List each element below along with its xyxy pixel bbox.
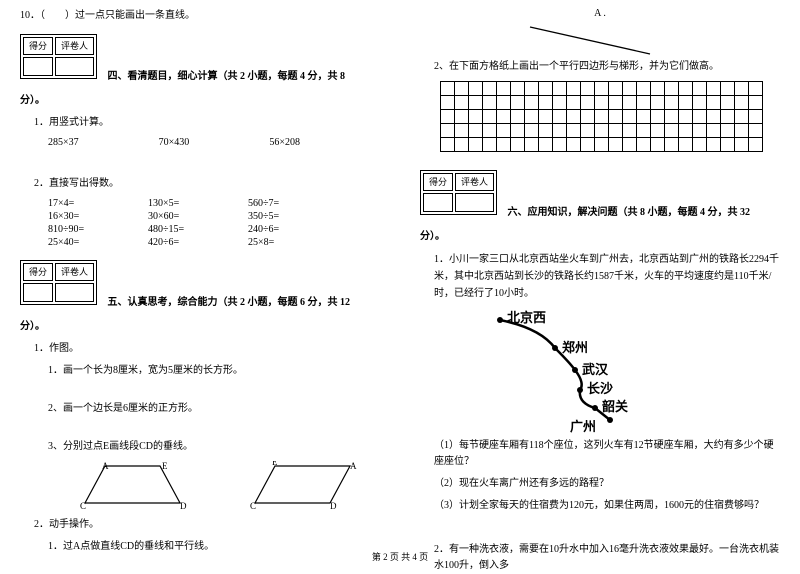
reviewer-blank-6 [455,193,494,211]
reviewer-blank-5 [55,283,94,301]
sec4-fen: 分）。 [20,93,380,109]
calc-0b: 130×5= [148,198,248,209]
calc-2a: 810÷90= [48,224,148,235]
q4-2: 2．直接写出得数。 [34,176,380,192]
calc-1c: 350÷5= [248,211,348,222]
vert-b: 70×430 [159,137,270,148]
score-label-5: 得分 [23,263,53,281]
page-footer: 第 2 页 共 4 页 [0,550,800,563]
q-grid: 2、在下面方格纸上画出一个平行四边形与梯形，并为它们做高。 [434,59,780,75]
label-D2: D [330,501,337,511]
score-box-6: 得分评卷人 [420,170,497,215]
score-blank-5 [23,283,53,301]
q5-1-1: 1．画一个长为8厘米，宽为5厘米的长方形。 [48,363,380,379]
label-D: D [180,501,187,511]
q5-1: 1．作图。 [34,341,380,357]
calc-row-1: 16×30=30×60=350÷5= [48,211,380,222]
calc-row-2: 810÷90=480÷15=240÷6= [48,224,380,235]
q10: 10．（ ）过一点只能画出一条直线。 [20,8,380,24]
q6-1-1: （1）每节硬座车厢有118个座位，这列火车有12节硬座车厢，大约有多少个硬座座位… [434,438,780,470]
line-figure [520,19,660,59]
section5-header: 得分评卷人 五、认真思考，综合能力（共 2 小题，每题 6 分，共 12 [20,260,380,311]
section6-header: 得分评卷人 六、应用知识，解决问题（共 8 小题，每题 4 分，共 32 [420,170,780,221]
geometry-figures: A E C D E A C D [80,461,380,511]
left-column: 10．（ ）过一点只能画出一条直线。 得分评卷人 四、看清题目，细心计算（共 2… [0,0,400,545]
map-wh: 武汉 [582,362,609,377]
calc-2c: 240÷6= [248,224,348,235]
grid-paper [440,81,763,152]
label-A: A [102,461,109,471]
label-C: C [80,501,86,511]
A-label: A . [420,8,780,19]
q5-1-2: 2、画一个边长是6厘米的正方形。 [48,401,380,417]
map-gz: 广州 [570,419,596,434]
calc-row-0: 17×4=130×5=560÷7= [48,198,380,209]
calc-3b: 420÷6= [148,237,248,248]
section4-header: 得分评卷人 四、看清题目，细心计算（共 2 小题，每题 4 分，共 8 [20,34,380,85]
vert-c: 56×208 [269,137,380,148]
parallelogram-figure: E A C D [250,461,360,511]
right-column: A . 2、在下面方格纸上画出一个平行四边形与梯形，并为它们做高。 得分评卷人 … [400,0,800,545]
label-C2: C [250,501,256,511]
calc-0c: 560÷7= [248,198,348,209]
label-A2: A [350,461,357,471]
map-zz: 郑州 [562,340,588,355]
map-sg: 韶关 [602,399,628,414]
map-bj: 北京西 [507,310,546,325]
reviewer-blank [55,57,94,75]
score-blank-6 [423,193,453,211]
trapezoid-figure: A E C D [80,461,190,511]
score-label-6: 得分 [423,173,453,191]
label-E: E [162,461,168,471]
sec4-title: 四、看清题目，细心计算（共 2 小题，每题 4 分，共 8 [108,69,346,85]
label-E2: E [272,461,278,467]
calc-1b: 30×60= [148,211,248,222]
calc-0a: 17×4= [48,198,148,209]
q6-1-3: （3）计划全家每天的住宿费为120元，如果住两周，1600元的住宿费够吗？ [434,498,780,514]
calc-2b: 480÷15= [148,224,248,235]
q6-1: 1．小川一家三口从北京西站坐火车到广州去，北京西站到广州的铁路长2294千米，其… [434,251,780,302]
vert-a: 285×37 [48,137,159,148]
sec6-title: 六、应用知识，解决问题（共 8 小题，每题 4 分，共 32 [508,205,751,221]
reviewer-label-6: 评卷人 [455,173,494,191]
sec6-fen: 分）。 [420,229,780,245]
score-blank [23,57,53,75]
sec5-fen: 分）。 [20,319,380,335]
calc-3a: 25×40= [48,237,148,248]
reviewer-label-5: 评卷人 [55,263,94,281]
q5-1-3: 3、分别过点E画线段CD的垂线。 [48,439,380,455]
score-label: 得分 [23,37,53,55]
calc-1a: 16×30= [48,211,148,222]
q6-1-2: （2）现在火车离广州还有多远的路程？ [434,476,780,492]
q5-2: 2．动手操作。 [34,517,380,533]
calc-3c: 25×8= [248,237,348,248]
vert-calc-row: 285×37 70×430 56×208 [48,137,380,148]
sec5-title: 五、认真思考，综合能力（共 2 小题，每题 6 分，共 12 [108,295,351,311]
calc-row-3: 25×40=420÷6=25×8= [48,237,380,248]
railway-map: 北京西 郑州 武汉 长沙 韶关 广州 [480,308,690,438]
reviewer-label: 评卷人 [55,37,94,55]
score-box-5: 得分评卷人 [20,260,97,305]
map-cs: 长沙 [587,381,613,396]
q4-1: 1．用竖式计算。 [34,115,380,131]
score-box-4: 得分评卷人 [20,34,97,79]
